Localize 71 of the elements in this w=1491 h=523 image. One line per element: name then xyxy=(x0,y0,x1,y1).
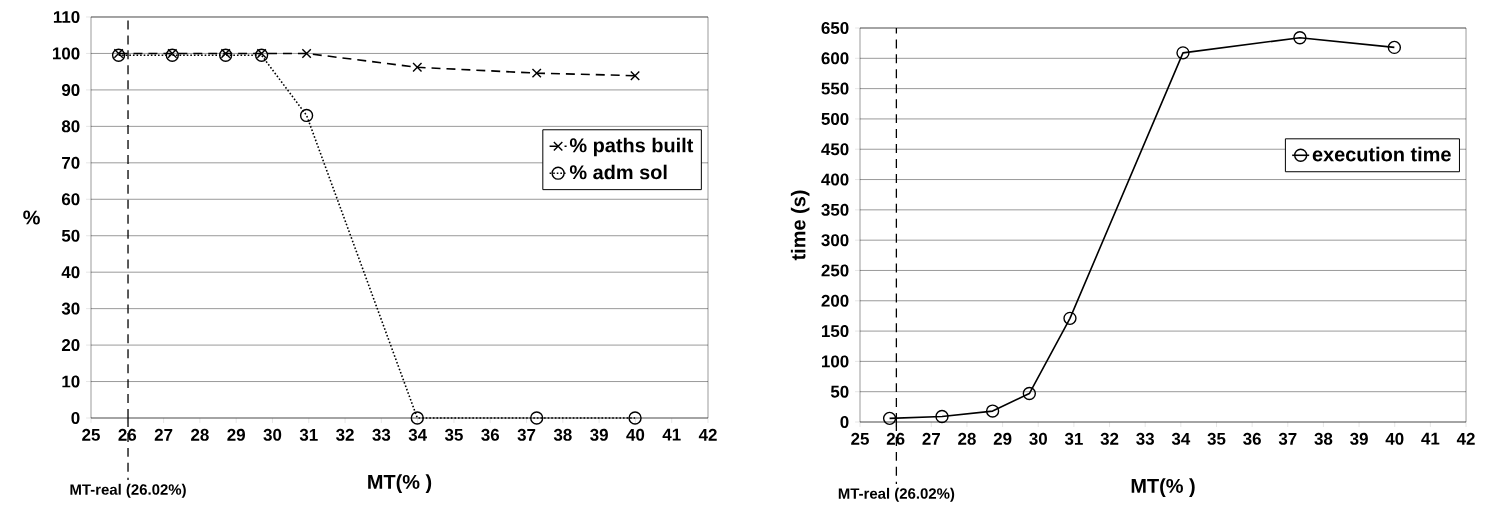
y-tick-label: 0 xyxy=(71,412,80,424)
x-tick-label: 34 xyxy=(1171,432,1191,445)
x-tick-label: 36 xyxy=(1243,432,1261,445)
y-tick-label: 90 xyxy=(61,83,80,96)
x-tick-label: 41 xyxy=(662,428,681,441)
y-tick-label: 300 xyxy=(821,234,849,247)
y-tick-label: 50 xyxy=(830,385,849,398)
y-tick-label: 150 xyxy=(821,325,849,338)
y-tick-label: 60 xyxy=(61,193,80,206)
x-tick-label: 31 xyxy=(299,428,318,441)
x-tick-label: 26 xyxy=(886,432,905,445)
x-tick-label: 39 xyxy=(590,428,608,441)
x-tick-label: 31 xyxy=(1064,432,1083,445)
y-axis-title: % xyxy=(23,210,40,225)
x-tick-label: 36 xyxy=(481,428,500,441)
y-tick-label: 500 xyxy=(821,112,849,125)
x-tick-label: 42 xyxy=(698,428,717,441)
x-tick-label: 27 xyxy=(922,432,940,445)
x-tick-label: 28 xyxy=(958,432,976,445)
y-tick-label: 20 xyxy=(61,339,80,352)
x-tick-label: 37 xyxy=(1278,432,1297,445)
x-tick-label: 25 xyxy=(82,428,100,441)
x-tick-label: 28 xyxy=(191,428,209,441)
x-tick-label: 29 xyxy=(993,432,1012,445)
x-tick-label: 26 xyxy=(118,428,137,441)
y-tick-label: 550 xyxy=(821,82,849,95)
y-tick-label: 100 xyxy=(52,47,80,60)
ref-line-label: MT-real (26.02%) xyxy=(838,487,955,502)
y-tick-label: 50 xyxy=(61,229,80,242)
x-tick-label: 33 xyxy=(1136,432,1154,445)
x-tick-label: 25 xyxy=(851,432,869,445)
x-tick-label: 34 xyxy=(408,428,427,441)
y-axis-title: time (s) xyxy=(790,190,810,261)
x-tick-label: 39 xyxy=(1350,432,1368,445)
x-tick-label: 35 xyxy=(1207,432,1226,445)
y-tick-label: 80 xyxy=(61,120,80,133)
legend-label: % adm sol xyxy=(569,164,667,180)
y-tick-label: 70 xyxy=(62,156,80,169)
x-tick-label: 38 xyxy=(1314,432,1333,445)
x-tick-label: 37 xyxy=(517,428,536,441)
y-tick-label: 250 xyxy=(821,264,849,277)
y-tick-label: 650 xyxy=(821,22,849,35)
x-tick-label: 32 xyxy=(336,428,354,441)
x-tick-label: 40 xyxy=(1385,432,1404,445)
x-tick-label: 32 xyxy=(1100,432,1119,445)
y-tick-label: 350 xyxy=(821,203,849,216)
legend-label: % paths built xyxy=(569,137,694,157)
y-tick-label: 30 xyxy=(61,302,80,315)
y-tick-label: 40 xyxy=(61,266,80,279)
x-tick-label: 35 xyxy=(444,428,463,441)
y-tick-label: 200 xyxy=(821,294,849,307)
x-tick-label: 33 xyxy=(372,428,391,441)
x-tick-label: 27 xyxy=(154,428,173,441)
x-axis-title: MT(% ) xyxy=(368,474,432,493)
ref-line-label: MT-real (26.02%) xyxy=(70,483,186,498)
x-axis-title: MT(% ) xyxy=(1131,478,1195,497)
x-tick-label: 38 xyxy=(553,428,572,441)
x-tick-label: 41 xyxy=(1421,432,1440,445)
y-tick-label: 600 xyxy=(821,52,849,65)
x-tick-label: 40 xyxy=(626,428,645,441)
x-tick-label: 42 xyxy=(1456,432,1475,445)
y-tick-label: 400 xyxy=(821,173,849,186)
y-tick-label: 10 xyxy=(62,375,80,388)
y-tick-label: 0 xyxy=(840,416,849,428)
x-tick-label: 30 xyxy=(263,428,282,441)
x-tick-label: 30 xyxy=(1029,432,1047,445)
x-tick-label: 29 xyxy=(227,428,245,441)
legend-label: execution time xyxy=(1312,146,1451,162)
y-tick-label: 110 xyxy=(53,11,80,23)
y-tick-label: 100 xyxy=(821,355,849,368)
y-tick-label: 450 xyxy=(821,143,849,156)
